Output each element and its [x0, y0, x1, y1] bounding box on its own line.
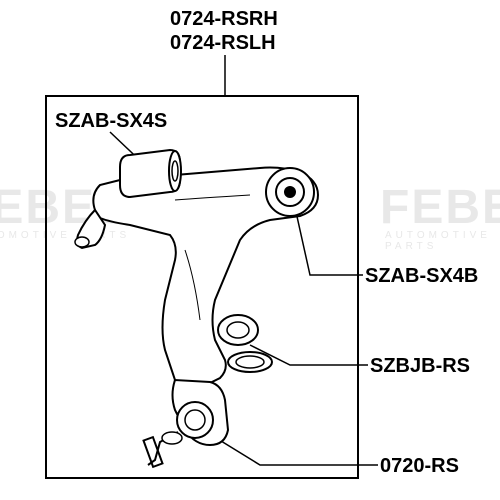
bushing-rear: [266, 168, 314, 216]
control-arm-diagram: [0, 0, 500, 500]
diagram-container: FEBEST AUTOMOTIVE PARTS FEBEST AUTOMOTIV…: [0, 0, 500, 500]
bushing-front: [120, 150, 181, 197]
